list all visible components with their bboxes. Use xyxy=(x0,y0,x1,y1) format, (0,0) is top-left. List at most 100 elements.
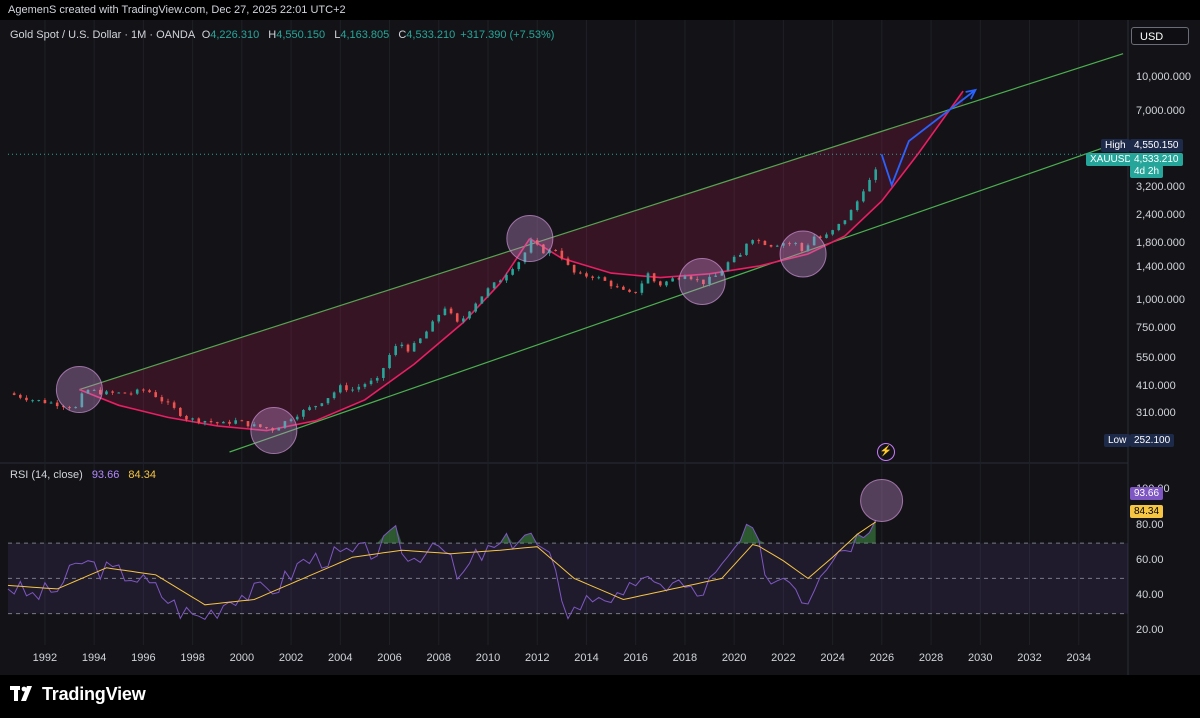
currency-button[interactable]: USD xyxy=(1131,27,1189,45)
time-tick-label: 2008 xyxy=(426,652,452,664)
price-tick-label: 750.000 xyxy=(1136,321,1176,334)
price-candle xyxy=(763,240,767,246)
price-candle xyxy=(597,277,601,279)
channel-lower-line xyxy=(229,140,1124,453)
low-badge-label: Low xyxy=(1104,434,1131,447)
rsi-legend-value: 93.66 xyxy=(91,469,120,481)
projection-path xyxy=(880,89,976,188)
price-candle xyxy=(363,384,367,387)
rsi-tick-label: 20.00 xyxy=(1136,624,1164,637)
time-tick-label: 2000 xyxy=(229,652,255,664)
cup-curve-2 xyxy=(529,90,964,279)
lightning-icon[interactable]: ⚡ xyxy=(877,443,895,461)
high-badge-value: 4,550.150 xyxy=(1130,139,1183,152)
price-candle xyxy=(806,245,810,251)
price-candle xyxy=(37,400,41,402)
price-tick-label: 1,800.000 xyxy=(1136,236,1185,249)
price-candle xyxy=(123,392,127,394)
price-candle xyxy=(92,389,96,391)
price-candle xyxy=(425,331,428,339)
rsi-line xyxy=(7,519,877,620)
price-candle xyxy=(320,403,324,406)
price-candle xyxy=(788,243,791,245)
price-candle xyxy=(369,380,373,385)
rsi-tick-label: 60.00 xyxy=(1136,553,1164,566)
rsi-legend[interactable]: RSI (14, close) 93.66 84.34 xyxy=(10,469,156,481)
rsi-tick-label: 40.00 xyxy=(1136,588,1164,601)
price-candle xyxy=(283,421,287,428)
time-tick-label: 2002 xyxy=(278,652,304,664)
price-candle xyxy=(105,391,108,395)
chart-area[interactable] xyxy=(0,20,1200,675)
price-candle xyxy=(129,393,133,395)
time-tick-label: 1992 xyxy=(32,652,58,664)
open-value: 4,226.310 xyxy=(210,29,260,41)
price-candle xyxy=(695,279,699,281)
price-candle xyxy=(179,407,182,416)
rsi-overbought-fill xyxy=(863,532,870,544)
price-candle xyxy=(468,311,471,319)
cup-fill-1 xyxy=(79,238,530,431)
time-tick-label: 2030 xyxy=(968,652,993,664)
price-candle xyxy=(671,278,674,282)
symbol-legend[interactable]: Gold Spot / U.S. Dollar · 1M · OANDA O4,… xyxy=(10,29,554,41)
tradingview-logo[interactable]: TradingView xyxy=(10,682,146,706)
open-label: O xyxy=(201,29,211,41)
price-candle xyxy=(554,249,557,251)
price-candle xyxy=(326,398,330,404)
time-tick-label: 2034 xyxy=(1066,652,1092,664)
time-tick-label: 2018 xyxy=(672,652,698,664)
price-candle xyxy=(659,281,662,286)
price-candle xyxy=(345,385,348,391)
price-candle xyxy=(160,397,164,402)
touch-circle-5 xyxy=(779,230,827,278)
time-tick-label: 2028 xyxy=(918,652,944,664)
price-tick-label: 7,000.000 xyxy=(1136,105,1185,118)
price-candle xyxy=(265,427,268,429)
time-tick-label: 2020 xyxy=(721,652,747,664)
rsi-overbought-fill xyxy=(512,541,519,544)
rsi-title: RSI (14, close) xyxy=(10,469,83,481)
price-candle xyxy=(43,400,47,404)
price-candle xyxy=(455,313,459,322)
price-candle xyxy=(677,278,681,280)
countdown-badge: 4d 2h xyxy=(1130,165,1164,178)
high-badge-label: High xyxy=(1101,139,1130,152)
high-value: 4,550.150 xyxy=(276,29,326,41)
price-candle xyxy=(203,421,207,423)
tradingview-logo-icon xyxy=(10,686,32,701)
price-candle xyxy=(720,270,724,276)
price-candle xyxy=(400,344,404,347)
price-candle xyxy=(357,386,361,390)
price-candle xyxy=(474,303,477,312)
rsi-tick-label: 80.00 xyxy=(1136,518,1164,531)
touch-circle-1 xyxy=(55,366,103,414)
price-candle xyxy=(708,276,711,285)
price-candle xyxy=(529,240,533,253)
price-candle xyxy=(68,407,71,409)
price-candle xyxy=(825,234,828,238)
price-candle xyxy=(314,405,317,408)
time-tick-label: 2014 xyxy=(574,652,599,664)
price-candle xyxy=(652,273,656,282)
price-candle xyxy=(862,191,865,202)
price-candle xyxy=(215,422,219,424)
price-candle xyxy=(246,421,250,427)
low-badge-value: 252.100 xyxy=(1130,434,1175,447)
change-value: +317.390 (+7.53%) xyxy=(460,29,555,41)
price-candle xyxy=(234,420,237,424)
time-tick-label: 1998 xyxy=(180,652,205,664)
rsi-overbought-fill xyxy=(857,534,864,544)
price-candle xyxy=(689,276,693,280)
price-candle xyxy=(185,415,188,420)
cup-fill-2 xyxy=(529,91,964,278)
price-candle xyxy=(148,390,151,393)
price-candle xyxy=(511,269,514,275)
price-candle xyxy=(566,258,570,265)
price-candle xyxy=(782,243,785,246)
price-candle xyxy=(382,368,385,378)
rsi-overbought-fill xyxy=(869,520,876,544)
price-candle xyxy=(609,280,613,287)
price-candle xyxy=(74,407,77,409)
